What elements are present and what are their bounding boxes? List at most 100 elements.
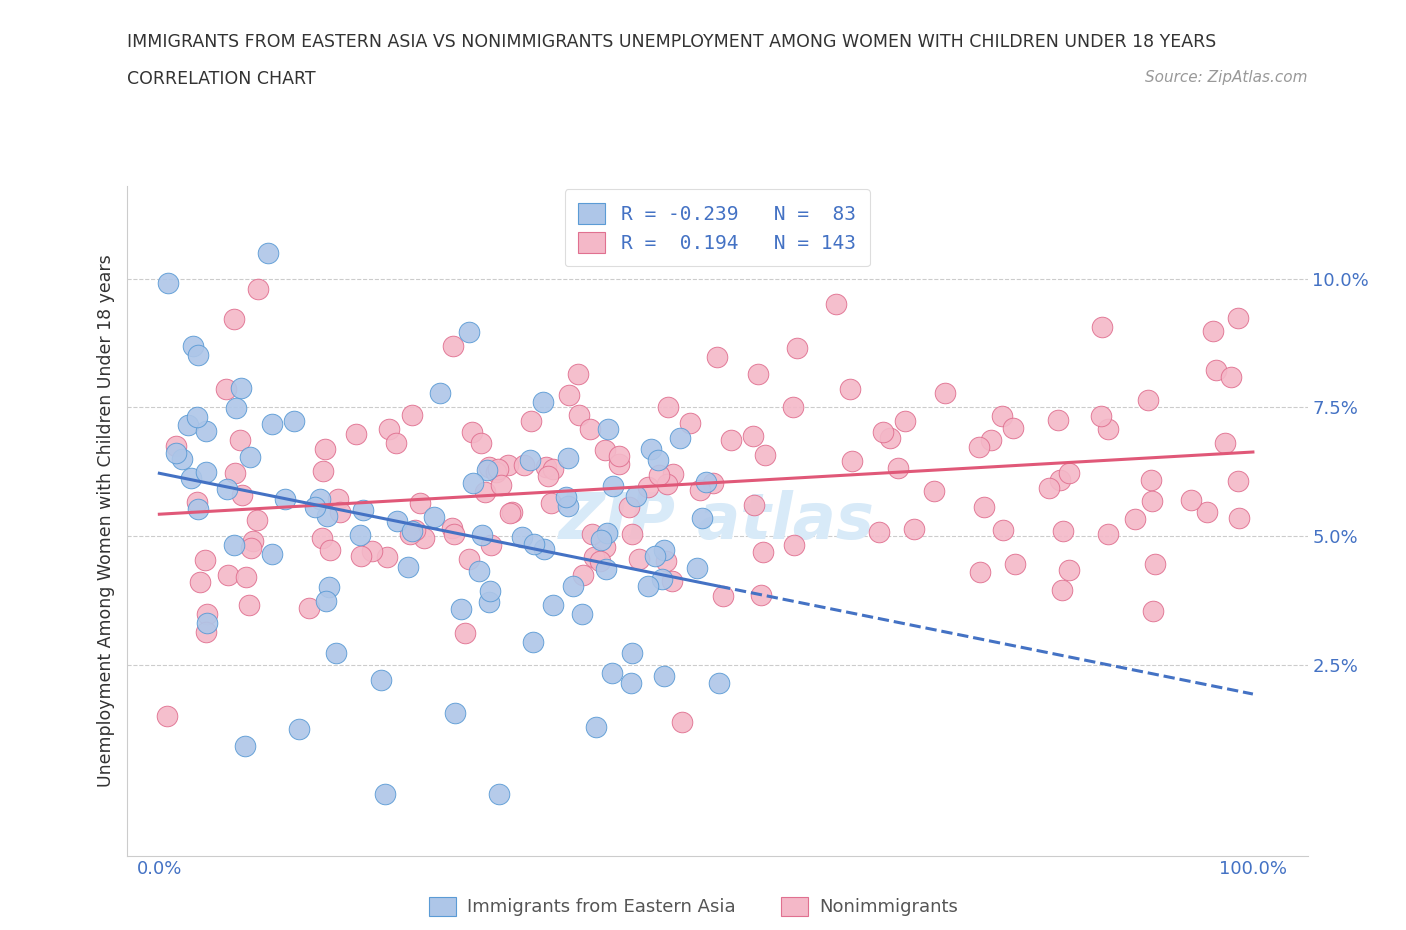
Point: [1226, 311, 1249, 325]
Point: [488, 787, 510, 802]
Point: [387, 513, 409, 528]
Point: [1180, 493, 1202, 508]
Text: Source: ZipAtlas.com: Source: ZipAtlas.com: [1144, 70, 1308, 85]
Point: [593, 443, 616, 458]
Point: [319, 543, 342, 558]
Point: [621, 646, 644, 661]
Point: [1038, 480, 1060, 495]
Point: [399, 527, 422, 542]
Point: [240, 540, 263, 555]
Point: [475, 463, 498, 478]
Point: [969, 565, 991, 579]
Point: [903, 522, 925, 537]
Point: [165, 445, 187, 460]
Point: [1057, 466, 1080, 481]
Point: [706, 350, 728, 365]
Point: [1140, 472, 1163, 487]
Point: [235, 570, 257, 585]
Point: [686, 560, 709, 575]
Point: [1004, 556, 1026, 571]
Point: [624, 488, 647, 503]
Text: IMMIGRANTS FROM EASTERN ASIA VS NONIMMIGRANTS UNEMPLOYMENT AMONG WOMEN WITH CHIL: IMMIGRANTS FROM EASTERN ASIA VS NONIMMIG…: [127, 33, 1216, 50]
Point: [754, 448, 776, 463]
Point: [591, 533, 613, 548]
Point: [260, 416, 283, 431]
Point: [188, 575, 211, 590]
Point: [491, 478, 513, 493]
Point: [217, 567, 239, 582]
Point: [326, 491, 349, 506]
Point: [170, 451, 193, 466]
Point: [690, 511, 713, 525]
Point: [600, 665, 623, 680]
Point: [661, 573, 683, 588]
Point: [581, 526, 603, 541]
Point: [231, 381, 253, 396]
Point: [562, 578, 585, 593]
Point: [157, 276, 180, 291]
Point: [481, 538, 503, 552]
Point: [651, 572, 673, 587]
Point: [197, 606, 219, 621]
Point: [1197, 505, 1219, 520]
Point: [571, 606, 593, 621]
Point: [1049, 472, 1071, 487]
Point: [1090, 320, 1112, 335]
Point: [593, 539, 616, 554]
Point: [488, 461, 510, 476]
Point: [195, 423, 218, 438]
Point: [786, 340, 808, 355]
Point: [742, 498, 765, 512]
Point: [1123, 512, 1146, 527]
Point: [238, 597, 260, 612]
Point: [1090, 408, 1112, 423]
Point: [318, 579, 340, 594]
Point: [720, 432, 742, 447]
Point: [325, 645, 347, 660]
Point: [478, 583, 501, 598]
Point: [825, 297, 848, 312]
Point: [239, 449, 262, 464]
Point: [1050, 583, 1073, 598]
Point: [309, 492, 332, 507]
Point: [215, 382, 238, 397]
Point: [195, 615, 218, 630]
Y-axis label: Unemployment Among Women with Children Under 18 years: Unemployment Among Women with Children U…: [97, 255, 115, 787]
Point: [233, 738, 256, 753]
Point: [558, 387, 581, 402]
Point: [510, 529, 533, 544]
Point: [401, 407, 423, 422]
Point: [585, 719, 607, 734]
Point: [669, 431, 692, 445]
Point: [429, 385, 451, 400]
Point: [596, 421, 619, 436]
Point: [501, 505, 523, 520]
Point: [423, 510, 446, 525]
Point: [186, 409, 208, 424]
Point: [349, 527, 371, 542]
Point: [652, 246, 675, 260]
Point: [1205, 363, 1227, 378]
Point: [458, 325, 481, 339]
Point: [385, 435, 408, 450]
Point: [225, 401, 247, 416]
Point: [617, 499, 640, 514]
Point: [1142, 494, 1164, 509]
Point: [1213, 435, 1236, 450]
Point: [782, 400, 804, 415]
Point: [441, 339, 464, 353]
Point: [887, 460, 910, 475]
Point: [1097, 526, 1119, 541]
Point: [246, 512, 269, 527]
Point: [1220, 370, 1243, 385]
Point: [839, 381, 862, 396]
Point: [568, 407, 591, 422]
Text: CORRELATION CHART: CORRELATION CHART: [127, 70, 315, 87]
Point: [478, 459, 501, 474]
Point: [316, 509, 339, 524]
Point: [229, 432, 252, 447]
Point: [1046, 412, 1069, 427]
Point: [454, 626, 477, 641]
Point: [247, 282, 270, 297]
Point: [450, 601, 472, 616]
